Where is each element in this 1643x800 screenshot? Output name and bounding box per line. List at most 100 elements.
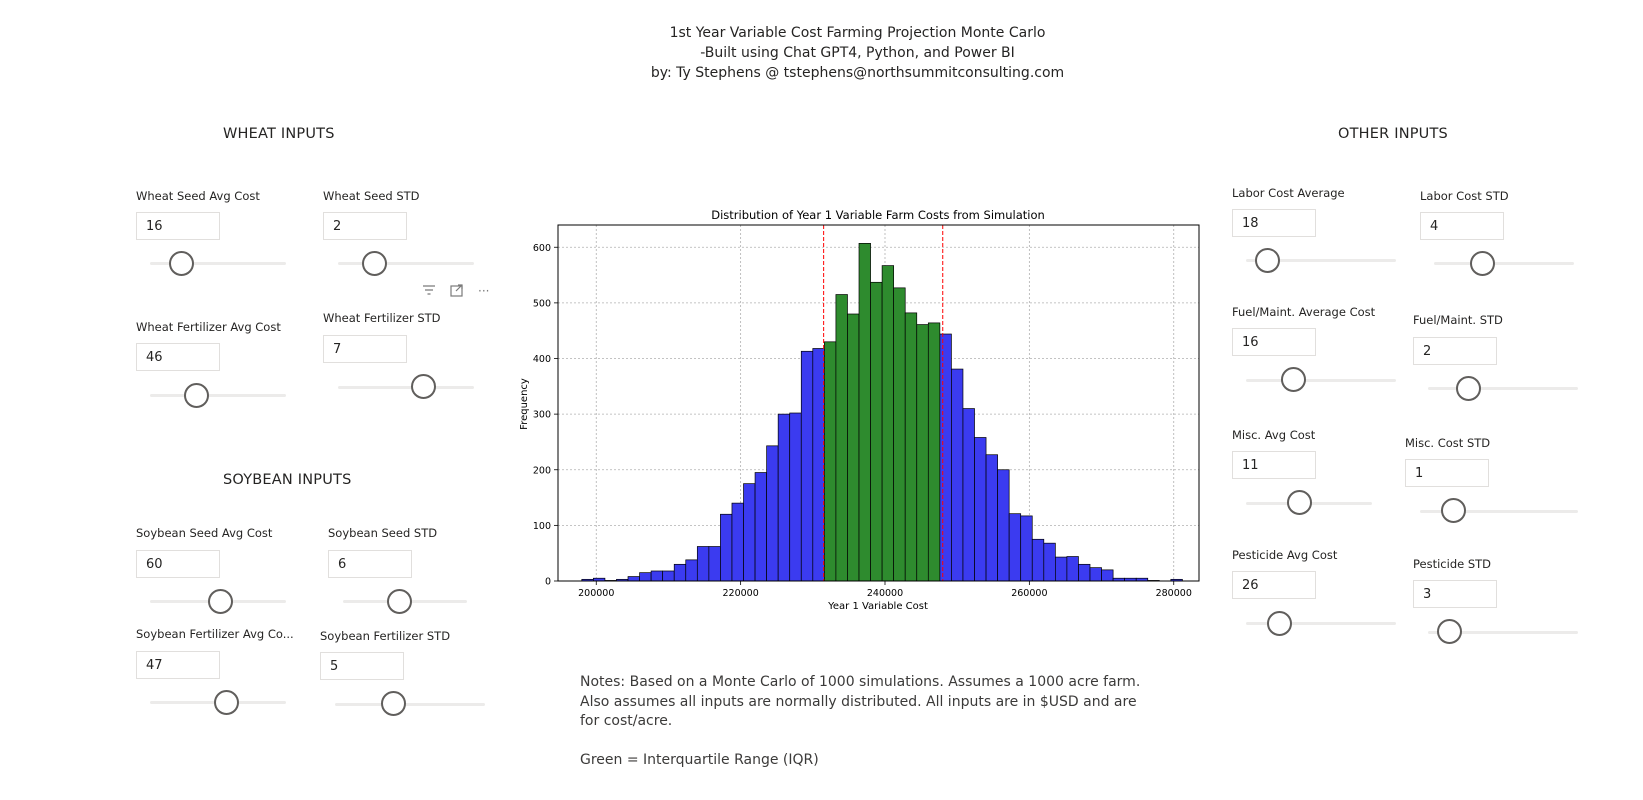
slider-handle[interactable]: [411, 374, 436, 399]
slider-handle[interactable]: [1441, 498, 1466, 523]
histogram-bar: [754, 472, 767, 582]
histogram-bar: [951, 368, 964, 582]
notes-textbox: Notes: Based on a Monte Carlo of 1000 si…: [580, 673, 1160, 771]
slider-handle[interactable]: [169, 251, 194, 276]
slider-track[interactable]: [335, 703, 485, 706]
histogram-bar: [1055, 556, 1068, 582]
slicer-label: Labor Cost Average: [1232, 186, 1345, 200]
other-inputs-heading: OTHER INPUTS: [1338, 126, 1448, 142]
y-tick-label: 500: [533, 298, 551, 309]
histogram-bar: [743, 483, 756, 582]
focus-mode-icon[interactable]: [450, 284, 464, 301]
slicer-label: Labor Cost STD: [1420, 189, 1509, 203]
slider-track[interactable]: [1434, 262, 1574, 265]
slider-handle[interactable]: [208, 589, 233, 614]
soybean-inputs-heading: SOYBEAN INPUTS: [223, 472, 352, 488]
histogram-bar: [639, 572, 652, 582]
pest-avg-input[interactable]: 26: [1232, 571, 1316, 599]
slicer-label: Fuel/Maint. STD: [1413, 313, 1503, 327]
slider-track[interactable]: [150, 262, 286, 265]
histogram-bar: [685, 559, 698, 582]
wheat-seed-avg-input[interactable]: 16: [136, 212, 220, 240]
slider-track[interactable]: [150, 394, 286, 397]
histogram-bar: [777, 413, 791, 582]
slider-handle[interactable]: [362, 251, 387, 276]
misc-std-input[interactable]: 1: [1405, 459, 1489, 487]
y-tick-label: 0: [545, 577, 551, 588]
histogram-bar: [870, 281, 883, 582]
histogram-bar: [893, 287, 906, 582]
histogram-bar: [858, 243, 871, 582]
slider-track[interactable]: [1246, 259, 1396, 262]
soy-fert-std-input[interactable]: 5: [320, 652, 404, 680]
pest-std-input[interactable]: 3: [1413, 580, 1497, 608]
histogram-bar: [1101, 569, 1114, 582]
slicer-label: Wheat Fertilizer Avg Cost: [136, 320, 281, 334]
report-author: by: Ty Stephens @ tstephens@northsummitc…: [650, 65, 1065, 81]
fuel-avg-input[interactable]: 16: [1232, 328, 1316, 356]
soy-fert-avg-input[interactable]: 47: [136, 651, 220, 679]
slicer-label: Soybean Seed Avg Cost: [136, 526, 273, 540]
slider-handle[interactable]: [184, 383, 209, 408]
y-axis-label: Frequency: [519, 378, 530, 430]
histogram-bar: [812, 348, 825, 582]
wheat-inputs-heading: WHEAT INPUTS: [223, 126, 335, 142]
slicer-label: Misc. Avg Cost: [1232, 428, 1316, 442]
slider-handle[interactable]: [1281, 367, 1306, 392]
fuel-std-input[interactable]: 2: [1413, 337, 1497, 365]
slider-handle[interactable]: [1456, 376, 1481, 401]
slicer-label: Pesticide STD: [1413, 557, 1492, 571]
histogram-bar: [708, 546, 721, 582]
soy-seed-avg-input[interactable]: 60: [136, 550, 220, 578]
slicer-label: Wheat Fertilizer STD: [323, 311, 441, 325]
histogram-bar: [1008, 513, 1022, 582]
slider-track[interactable]: [1428, 631, 1578, 634]
slider-handle[interactable]: [1287, 490, 1312, 515]
histogram-bar: [627, 576, 640, 582]
slider-handle[interactable]: [214, 690, 239, 715]
y-tick-label: 100: [533, 521, 551, 532]
slider-handle[interactable]: [381, 691, 406, 716]
histogram-bar: [835, 294, 848, 582]
histogram-bar: [650, 570, 664, 582]
y-tick-label: 600: [533, 243, 551, 254]
more-options-icon[interactable]: ···: [478, 284, 490, 298]
wheat-fert-avg-input[interactable]: 46: [136, 343, 220, 371]
histogram-bar: [939, 333, 952, 582]
x-tick-label: 200000: [578, 588, 614, 599]
report-title: 1st Year Variable Cost Farming Projectio…: [669, 25, 1046, 41]
histogram-bar: [881, 265, 895, 582]
histogram-bar: [720, 513, 733, 582]
slicer-label: Wheat Seed STD: [323, 189, 420, 203]
slider-track[interactable]: [1246, 622, 1396, 625]
slider-track[interactable]: [1420, 510, 1578, 513]
slider-track[interactable]: [338, 262, 474, 265]
slider-handle[interactable]: [387, 589, 412, 614]
slicer-label: Soybean Fertilizer STD: [320, 629, 451, 643]
labor-avg-input[interactable]: 18: [1232, 209, 1316, 237]
misc-avg-input[interactable]: 11: [1232, 451, 1316, 479]
slider-handle[interactable]: [1255, 248, 1280, 273]
slider-handle[interactable]: [1267, 611, 1292, 636]
histogram-bar: [1078, 563, 1091, 582]
iqr-legend-text: Green = Interquartile Range (IQR): [580, 752, 819, 768]
filter-icon[interactable]: [422, 284, 436, 300]
slider-handle[interactable]: [1437, 619, 1462, 644]
soy-seed-std-input[interactable]: 6: [328, 550, 412, 578]
slider-track[interactable]: [1246, 379, 1396, 382]
slicer-label: Wheat Seed Avg Cost: [136, 189, 260, 203]
y-tick-label: 200: [533, 465, 551, 476]
labor-std-input[interactable]: 4: [1420, 212, 1504, 240]
histogram-bar: [731, 502, 744, 582]
histogram-bar: [1020, 515, 1033, 582]
histogram-bar: [927, 322, 941, 582]
chart-title: Distribution of Year 1 Variable Farm Cos…: [711, 208, 1045, 222]
histogram-bar: [974, 437, 987, 582]
x-tick-label: 240000: [867, 588, 903, 599]
slider-track[interactable]: [1428, 387, 1578, 390]
wheat-fert-std-input[interactable]: 7: [323, 335, 407, 363]
wheat-seed-std-input[interactable]: 2: [323, 212, 407, 240]
slider-track[interactable]: [338, 386, 474, 389]
histogram-bar: [824, 341, 837, 582]
slider-handle[interactable]: [1470, 251, 1495, 276]
